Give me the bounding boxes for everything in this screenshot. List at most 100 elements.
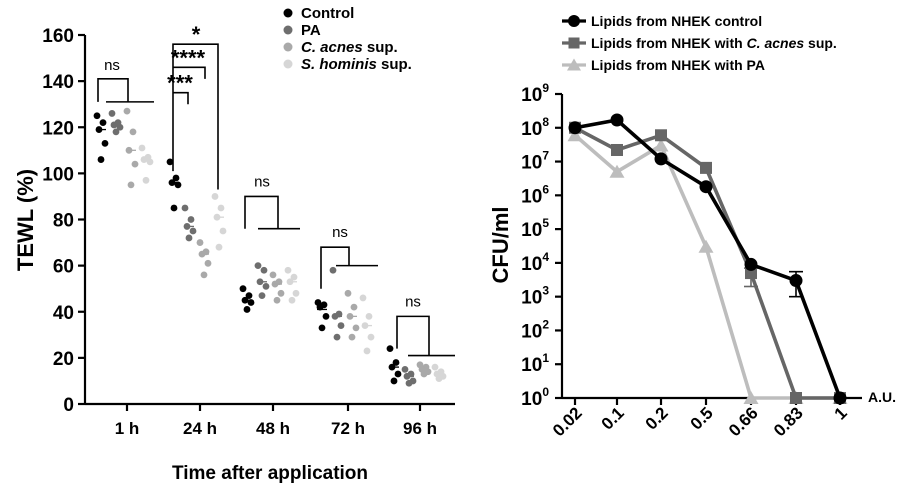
left-data-point (172, 174, 180, 182)
right-y-tick-label: 104 (521, 250, 549, 275)
right-series-line (574, 118, 842, 399)
left-data-point (215, 243, 223, 251)
left-data-point (196, 239, 204, 246)
left-data-point (129, 128, 137, 136)
left-data-point (273, 296, 281, 304)
right-data-point (653, 138, 669, 152)
left-legend-plain-part: sup. (367, 39, 398, 56)
left-significance-bracket (173, 91, 189, 105)
left-significance-label: * (192, 22, 201, 47)
right-chart-cfu: CFU/ml A.U. 1001011021031041051061071081… (488, 13, 896, 440)
left-y-tick-label: 120 (42, 118, 74, 139)
left-legend-marker (283, 42, 293, 52)
left-significance-label: ns (405, 293, 421, 310)
left-data-point (262, 282, 270, 290)
left-data-point (344, 289, 352, 297)
left-data-point (131, 160, 139, 168)
right-data-point (833, 391, 847, 405)
left-data-point (420, 370, 428, 378)
right-legend-marker (567, 58, 581, 71)
left-x-tick-label: 48 h (256, 419, 290, 438)
left-data-point (108, 110, 116, 117)
right-data-point (698, 239, 714, 253)
right-y-tick-base: 10 (521, 288, 542, 309)
right-data-point (568, 121, 582, 135)
right-data-point (654, 152, 668, 166)
left-significance-bracket (244, 195, 279, 229)
left-data-point (337, 322, 345, 329)
left-data-point (394, 370, 402, 378)
left-x-axis-label: Time after application (172, 463, 368, 484)
right-y-tick-exponent: 7 (542, 149, 549, 163)
left-data-point (333, 333, 341, 341)
right-y-tick-label: 100 (521, 385, 549, 410)
right-y-tick-label: 109 (521, 81, 549, 106)
right-data-point (610, 113, 624, 127)
left-significance-label: ns (254, 173, 270, 190)
left-y-tick-label: 100 (42, 164, 74, 185)
left-legend-marker (283, 8, 293, 18)
right-y-tick-base: 10 (521, 85, 542, 106)
left-data-point (390, 377, 398, 385)
left-data-point (166, 158, 174, 166)
left-y-tick-label: 140 (42, 72, 74, 93)
left-data-point (284, 266, 292, 274)
right-y-tick-base: 10 (521, 220, 542, 241)
right-y-tick-exponent: 4 (542, 250, 549, 264)
right-legend-label-part: sup. (804, 35, 837, 51)
left-x-tick-label: 96 h (403, 419, 437, 438)
left-data-point (99, 119, 107, 127)
right-x-tick-label: 0.5 (687, 403, 717, 433)
right-y-tick-base: 10 (521, 389, 542, 410)
left-legend-marker (283, 25, 293, 35)
right-legend-label: Lipids from NHEK control (591, 13, 762, 29)
right-y-tick-label: 103 (521, 284, 549, 309)
left-data-point (290, 273, 298, 281)
right-data-point (790, 392, 802, 404)
left-data-point (254, 262, 262, 270)
left-legend-label: C. acnes sup. (301, 39, 398, 56)
left-data-point (359, 294, 367, 302)
left-data-point (292, 289, 300, 297)
right-data-point (567, 128, 583, 142)
left-significance-label: ns (332, 224, 348, 241)
left-data-point (217, 204, 225, 212)
right-x-tick-label: 0.66 (725, 403, 762, 440)
right-data-point (611, 143, 623, 156)
left-data-point (245, 292, 253, 300)
left-data-point (97, 156, 105, 163)
left-legend-marker (283, 59, 293, 69)
left-data-point (329, 266, 337, 274)
right-legend-label: Lipids from NHEK with PA (591, 57, 765, 73)
right-y-tick-base: 10 (521, 119, 542, 140)
right-data-point (744, 257, 758, 271)
right-legend-label-part: Lipids from NHEK control (591, 13, 762, 29)
right-y-tick-exponent: 6 (542, 182, 549, 196)
right-x-tick-label: 0.83 (770, 403, 807, 440)
right-legend-label-part: Lipids from NHEK with (591, 35, 747, 51)
right-y-tick-label: 106 (521, 182, 549, 207)
left-data-point (239, 285, 247, 293)
right-x-axis-unit-label: A.U. (868, 389, 896, 405)
right-legend-marker (568, 37, 580, 49)
right-x-tick-label: 0.2 (642, 403, 672, 433)
left-data-point (269, 271, 277, 279)
left-significance-label: **** (171, 45, 206, 70)
left-data-point (142, 176, 150, 184)
left-data-point (127, 181, 135, 189)
left-data-point (405, 379, 413, 387)
left-data-point (123, 107, 131, 115)
right-data-point (655, 129, 667, 142)
left-significance-bracket (396, 315, 430, 356)
left-data-point (365, 312, 373, 320)
right-y-tick-exponent: 8 (542, 115, 549, 129)
left-data-point (112, 128, 120, 136)
left-data-point (200, 271, 208, 279)
right-y-tick-label: 108 (521, 115, 549, 140)
right-y-tick-exponent: 1 (542, 351, 549, 365)
left-data-point (363, 347, 371, 355)
left-significance-label: ns (104, 57, 120, 74)
right-data-point (789, 274, 803, 288)
right-y-tick-label: 105 (521, 216, 549, 241)
